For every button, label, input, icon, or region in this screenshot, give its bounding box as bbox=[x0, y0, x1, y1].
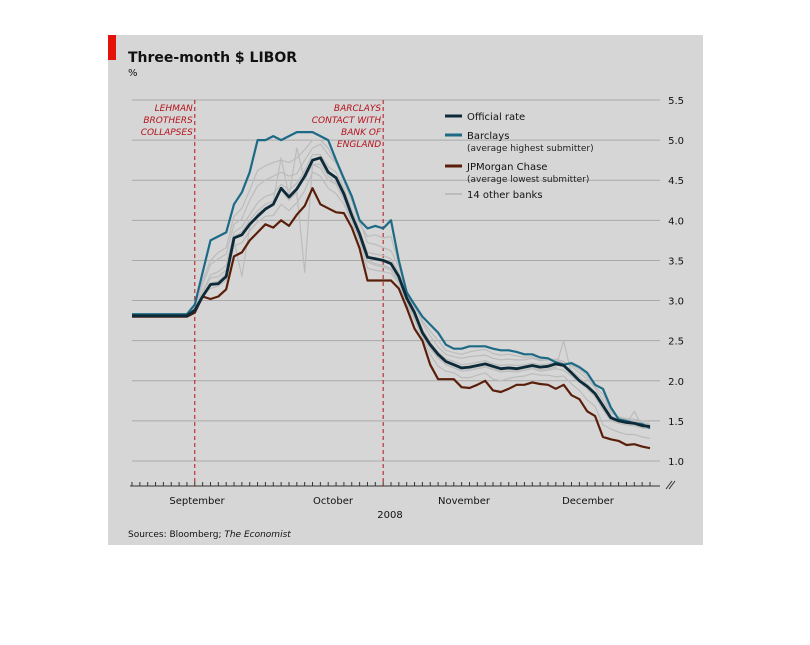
other-bank-line bbox=[132, 139, 651, 425]
brand-mark bbox=[108, 35, 116, 60]
annotation-text: BANK OF bbox=[341, 128, 382, 138]
y-tick-label: 4.0 bbox=[668, 216, 684, 227]
annotation-text: COLLAPSES bbox=[141, 128, 193, 138]
annotation-text: ENGLAND bbox=[337, 140, 381, 150]
source-publication: The Economist bbox=[224, 530, 291, 540]
jpmorgan-line bbox=[132, 187, 651, 450]
axis-break-mark bbox=[665, 480, 676, 490]
x-tick-label: December bbox=[562, 496, 615, 507]
y-tick-label: 1.5 bbox=[668, 417, 684, 428]
year-label: 2008 bbox=[377, 510, 402, 521]
y-tick-label: 4.5 bbox=[668, 176, 684, 187]
gridlines bbox=[132, 99, 660, 462]
legend: Official rate Barclays (average highest su… bbox=[445, 112, 594, 201]
y-tick-label: 3.5 bbox=[668, 256, 684, 267]
official-rate-line bbox=[132, 156, 651, 428]
source-prefix: Sources: Bloomberg; bbox=[128, 530, 224, 540]
x-axis: September October November December bbox=[130, 480, 676, 507]
x-tick-label: September bbox=[169, 496, 225, 507]
y-tick-label: 5.0 bbox=[668, 136, 684, 147]
y-tick-label: 3.0 bbox=[668, 297, 684, 308]
other-bank-line bbox=[132, 171, 651, 440]
unit-label: % bbox=[128, 68, 138, 79]
x-tick-label: November bbox=[438, 496, 491, 507]
source-note: Sources: Bloomberg; The Economist bbox=[128, 530, 291, 540]
y-tick-label: 2.0 bbox=[668, 377, 684, 388]
y-axis-ticks: 5.5 5.0 4.5 4.0 3.5 3.0 2.5 2.0 1.5 1.0 bbox=[668, 96, 684, 468]
annotations: LEHMAN BROTHERS COLLAPSES BARCLAYS CONTACT W… bbox=[141, 100, 384, 486]
annotation-text: BROTHERS bbox=[143, 116, 193, 126]
chart-title: Three-month $ LIBOR bbox=[128, 50, 297, 66]
other-bank-line bbox=[132, 147, 651, 428]
legend-sublabel: (average lowest submitter) bbox=[467, 175, 589, 185]
y-tick-label: 2.5 bbox=[668, 337, 684, 348]
x-tick-label: October bbox=[313, 496, 354, 507]
annotation-text: CONTACT WITH bbox=[312, 116, 382, 126]
legend-label: JPMorgan Chase bbox=[466, 162, 547, 173]
legend-label: Barclays bbox=[467, 131, 509, 142]
series-lines bbox=[132, 131, 651, 450]
y-tick-label: 1.0 bbox=[668, 457, 684, 468]
legend-label: Official rate bbox=[467, 112, 525, 123]
other-bank-line bbox=[132, 163, 651, 430]
annotation-text: BARCLAYS bbox=[334, 104, 382, 114]
other-bank-line bbox=[132, 143, 651, 423]
y-tick-label: 5.5 bbox=[668, 96, 684, 107]
legend-label: 14 other banks bbox=[467, 190, 543, 201]
annotation-text: LEHMAN bbox=[155, 104, 193, 114]
legend-sublabel: (average highest submitter) bbox=[467, 144, 594, 154]
